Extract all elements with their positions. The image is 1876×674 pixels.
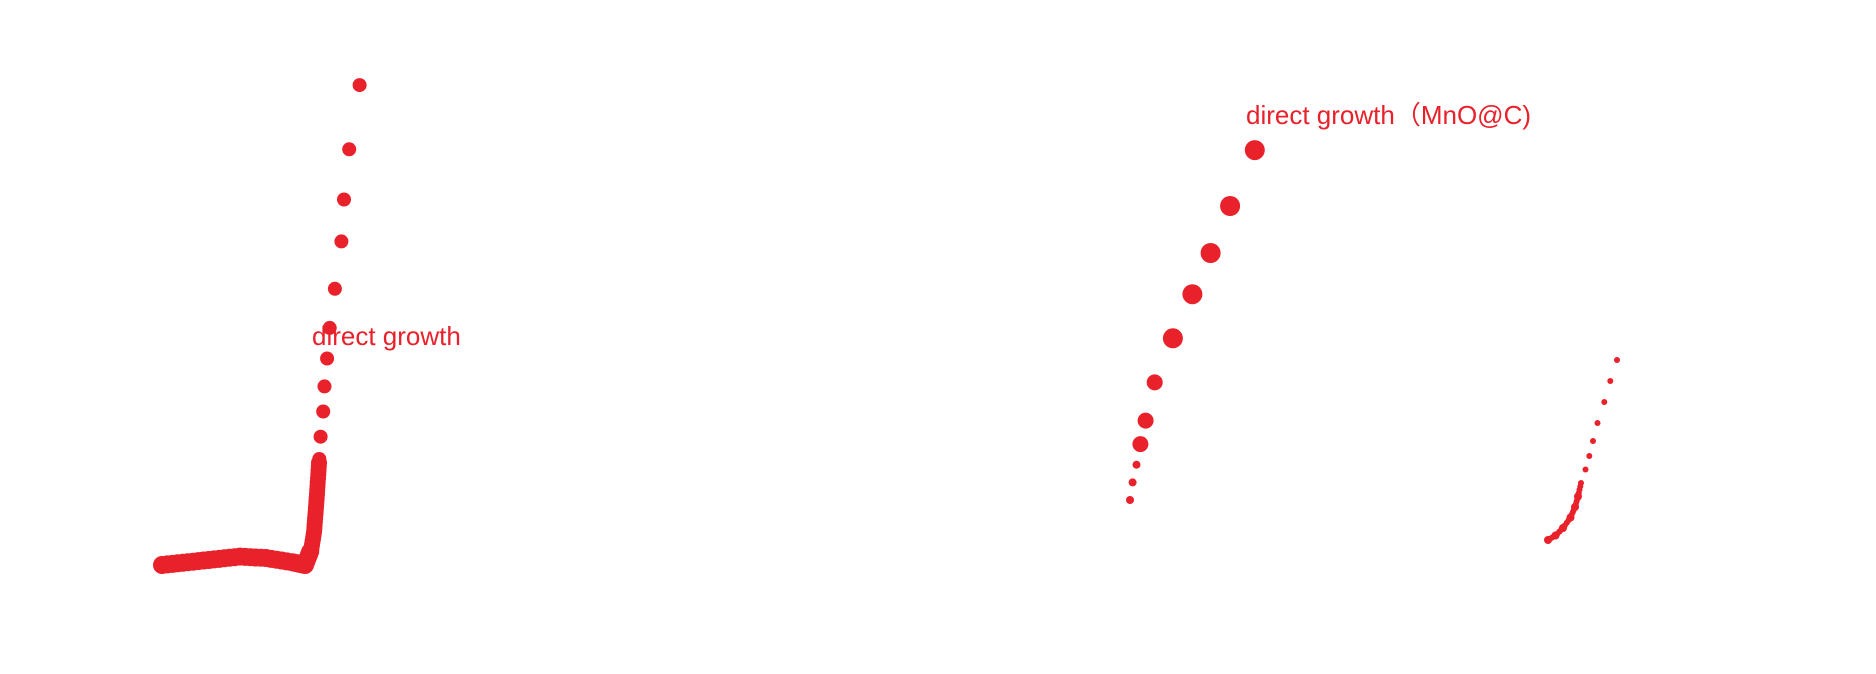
data-point [1200, 243, 1221, 263]
data-point [352, 78, 367, 93]
data-point [311, 454, 327, 471]
data-point [1146, 374, 1163, 391]
data-point [316, 404, 331, 419]
annotation-direct-growth-mno-c: direct growth（MnO@C) [1246, 100, 1531, 130]
data-point [1137, 412, 1154, 429]
data-point [1586, 453, 1593, 459]
data-point [1590, 438, 1596, 444]
data-point [1574, 496, 1581, 503]
data-point [1128, 478, 1137, 487]
data-point [322, 320, 337, 335]
data-point [334, 234, 349, 249]
data-point [327, 281, 342, 296]
right-scatter-plot [1126, 140, 1620, 544]
data-point [1126, 496, 1134, 504]
data-point [1582, 466, 1589, 473]
data-point [1162, 328, 1183, 349]
data-point [342, 142, 357, 157]
data-point [320, 351, 335, 366]
left-scatter-plot [153, 78, 367, 574]
data-point [1577, 483, 1584, 490]
data-point [1594, 420, 1601, 426]
data-point [1244, 140, 1265, 161]
data-point [1220, 196, 1241, 216]
data-point [1601, 399, 1608, 405]
data-point [1132, 460, 1141, 469]
data-point [313, 429, 328, 444]
data-point [1570, 506, 1577, 513]
data-point [1182, 284, 1203, 305]
data-point [1558, 526, 1565, 533]
data-point [1607, 378, 1614, 384]
data-point [317, 379, 332, 394]
data-point [1565, 517, 1572, 524]
annotation-direct-growth: direct growth [312, 321, 461, 351]
data-point [337, 192, 351, 207]
data-point [1132, 436, 1149, 453]
data-point [1614, 357, 1620, 363]
